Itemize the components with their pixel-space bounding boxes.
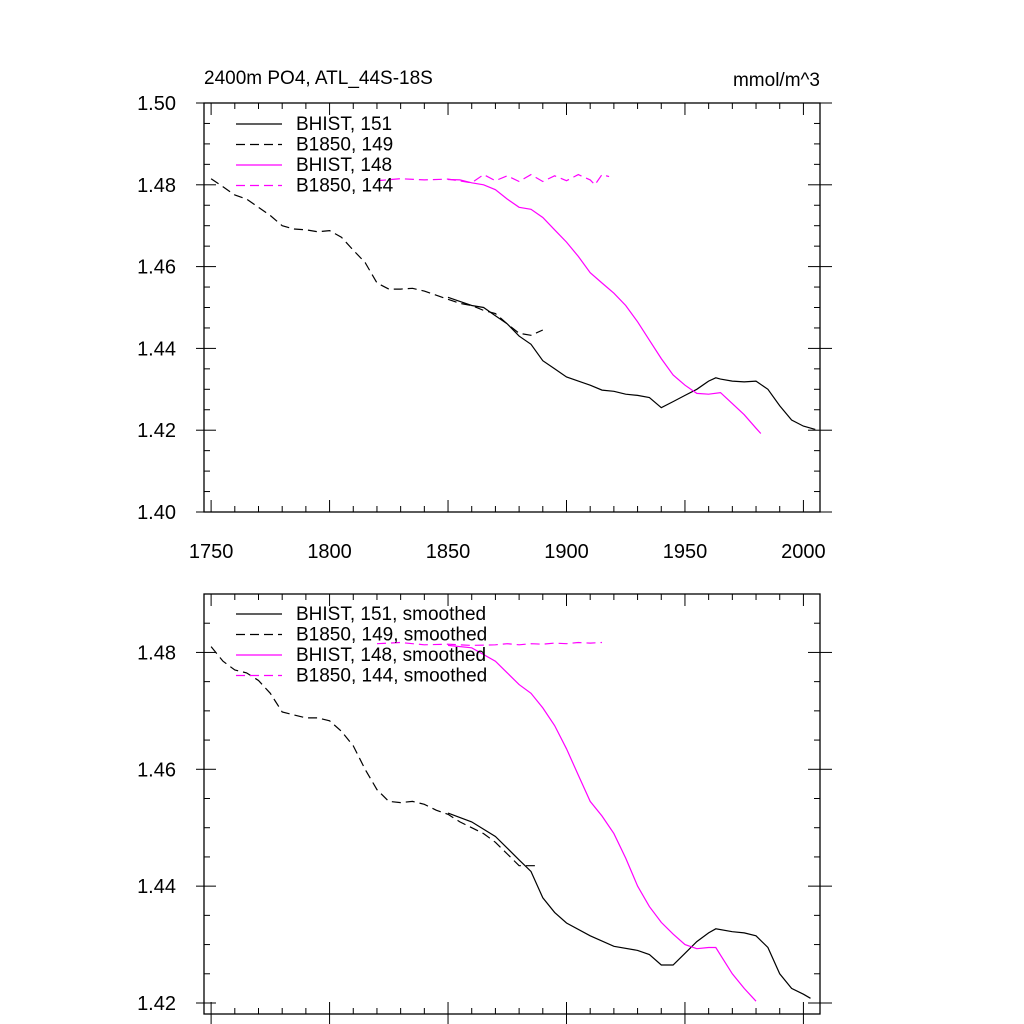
series-line — [376, 173, 610, 186]
y-tick-label: 1.40 — [137, 502, 176, 524]
y-tick-label: 1.42 — [137, 993, 176, 1015]
x-tick-label: 1750 — [189, 541, 234, 563]
series-line — [447, 178, 762, 434]
series-lines — [210, 641, 811, 1002]
legend-label: BHIST, 151, smoothed — [296, 604, 486, 625]
series-line — [376, 641, 603, 647]
series-line — [447, 812, 811, 999]
legend-label: BHIST, 148 — [296, 155, 392, 176]
plot-frame — [203, 593, 821, 1015]
legend-label: B1850, 149 — [296, 135, 393, 156]
y-tick-label: 1.42 — [137, 420, 176, 442]
chart-title: 2400m PO4, ATL_44S-18S — [204, 68, 433, 89]
chart-panel-top: 2400m PO4, ATL_44S-18S mmol/m^3 1750 1800… — [137, 68, 832, 563]
series-line — [210, 178, 544, 336]
y-tick-label: 1.48 — [137, 175, 176, 197]
chart-panel-bottom: 1.421.441.461.48 BHIST, 151, smoothedB18… — [137, 593, 832, 1024]
axis-ticks: 1750 1800 1850 1900 1950 2000 1.40 1.42 1.44 1.46… — [137, 93, 832, 563]
axis-ticks: 1.42 1.44 1.46 1.48 — [137, 593, 832, 1024]
series-line — [210, 646, 539, 867]
y-tick-label: 1.44 — [137, 338, 176, 360]
y-tick-label: 1.48 — [137, 642, 176, 664]
y-tick-label: 1.44 — [137, 876, 176, 898]
legend-label: B1850, 144 — [296, 176, 394, 197]
y-tick-label: 1.50 — [137, 93, 176, 115]
x-tick-label: 1850 — [426, 541, 471, 563]
series-line — [447, 296, 816, 430]
legend-label: BHIST, 148, smoothed — [296, 645, 486, 666]
legend-label: B1850, 144, smoothed — [296, 666, 487, 687]
series-line — [447, 644, 757, 1002]
x-tick-label: 1900 — [544, 541, 589, 563]
y-tick-label: 1.46 — [137, 759, 176, 781]
x-tick-label: 1800 — [307, 541, 352, 563]
legend-label: BHIST, 151 — [296, 114, 392, 135]
x-tick-label: 1950 — [663, 541, 708, 563]
units-label: mmol/m^3 — [733, 70, 820, 91]
y-tick-label: 1.46 — [137, 257, 176, 279]
legend-label: B1850, 149, smoothed — [296, 625, 487, 646]
series-lines — [210, 173, 816, 434]
x-tick-label: 2000 — [781, 541, 826, 563]
